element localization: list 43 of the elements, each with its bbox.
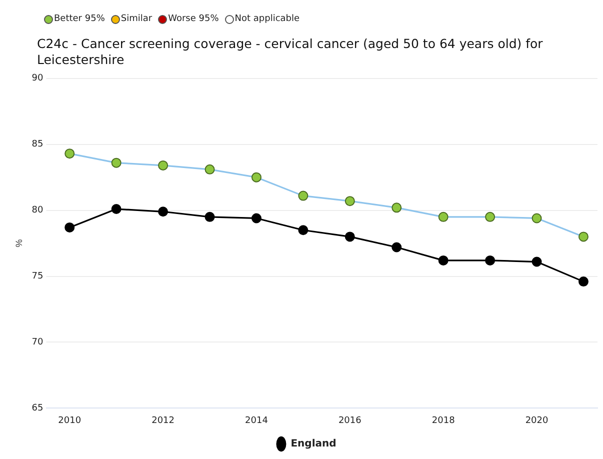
- point: [298, 190, 308, 201]
- point: [64, 222, 75, 232]
- x-tick-label: 2020: [525, 416, 548, 426]
- x-tick-label: 2014: [245, 416, 268, 426]
- text: Similar: [120, 14, 152, 24]
- point: [204, 164, 215, 174]
- text: Not applicable: [234, 14, 300, 24]
- legend-label: England: [290, 438, 336, 450]
- point: [438, 212, 448, 222]
- x-tick-label: 2010: [58, 416, 82, 426]
- point: [392, 242, 402, 252]
- point: [251, 213, 262, 224]
- point: [111, 204, 122, 214]
- point: [578, 232, 588, 242]
- y-tick-label: 90: [32, 74, 44, 84]
- x-tick-label: 2018: [432, 416, 456, 426]
- point: [438, 255, 448, 266]
- point: [251, 172, 262, 182]
- point: [485, 255, 496, 266]
- text: Better 95%: [54, 14, 105, 24]
- point: [111, 158, 122, 168]
- point: [532, 256, 542, 267]
- point: [64, 148, 75, 159]
- point: [532, 213, 542, 224]
- x-tick-label: 2016: [338, 416, 362, 426]
- point: [344, 232, 355, 242]
- y-tick-label: 85: [32, 140, 44, 150]
- chart-title: C24c - Cancer screening coverage - cervical cancer (aged 50 to 64 years old) for Leicestershire: [37, 36, 544, 68]
- point: [392, 202, 402, 213]
- y-tick-label: 80: [32, 206, 44, 216]
- y-tick-label: 75: [32, 272, 44, 282]
- point: [578, 276, 588, 287]
- point: [485, 212, 496, 222]
- point: [344, 196, 355, 206]
- y-tick-label: 70: [32, 338, 44, 348]
- point: [298, 225, 308, 236]
- y-axis-title: %: [14, 239, 24, 248]
- point: [204, 212, 215, 222]
- y-tick-label: 65: [32, 404, 44, 414]
- point: [158, 206, 168, 217]
- x-tick-label: 2012: [152, 416, 174, 426]
- point: [158, 160, 168, 170]
- text: Worse 95%: [168, 14, 219, 24]
